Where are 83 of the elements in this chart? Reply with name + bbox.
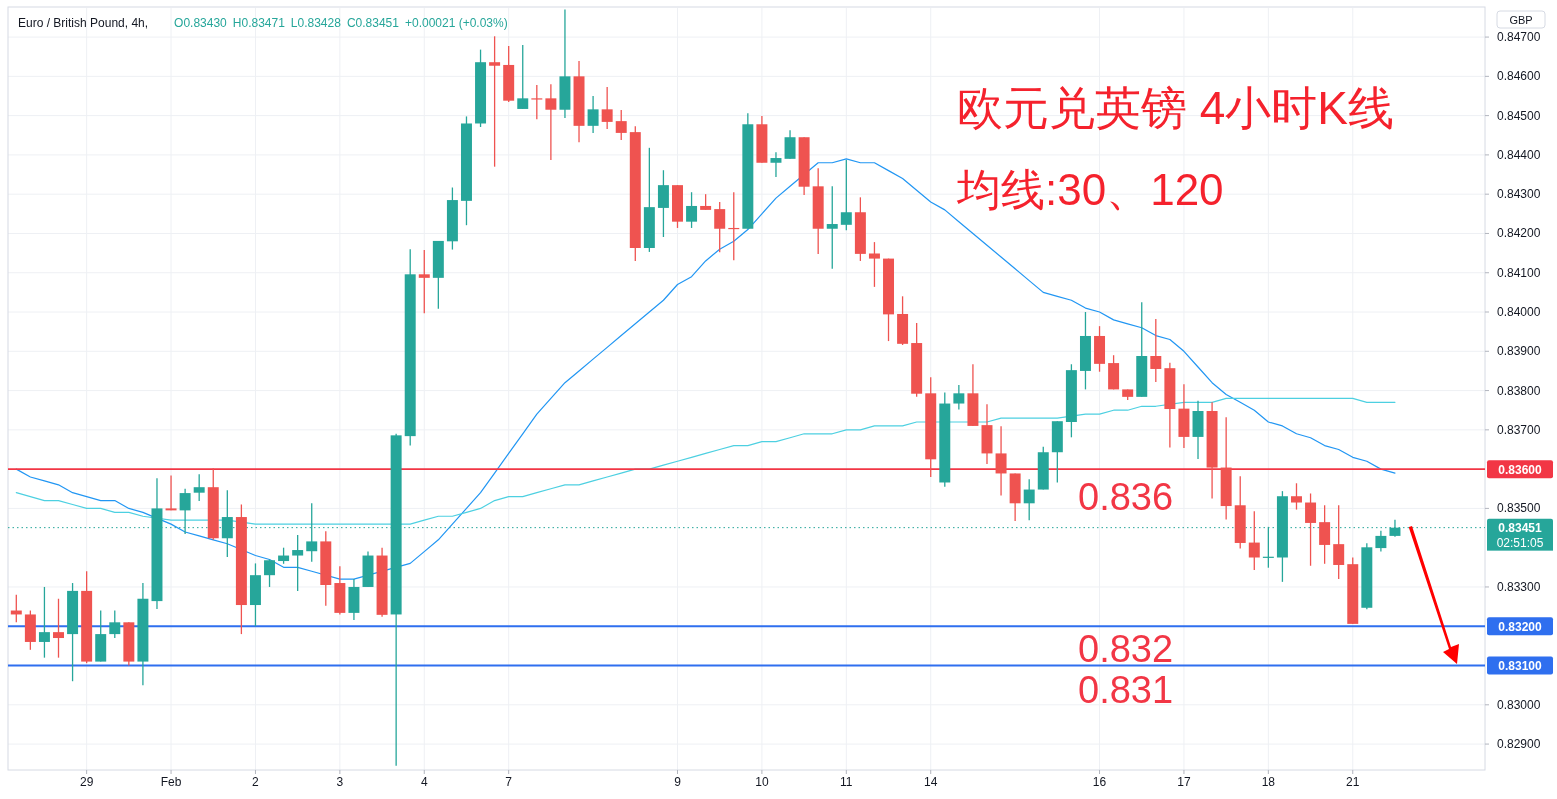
candlestick: [489, 35, 501, 168]
annotation: H0.83471: [232, 16, 286, 30]
candlestick: [545, 83, 557, 161]
y-tick-label: 0.84300: [1497, 187, 1541, 202]
x-tick-label: 29: [79, 775, 94, 789]
x-tick-label: 16: [1092, 775, 1107, 789]
y-tick-label: 0.84200: [1497, 226, 1541, 241]
y-tick-label: 0.83500: [1497, 501, 1541, 516]
y-tick-label: 0.84000: [1497, 305, 1541, 320]
x-tick-label: Feb: [160, 775, 182, 789]
candlestick: [517, 44, 529, 110]
candlestick: [615, 109, 627, 141]
candlestick: [1305, 492, 1317, 567]
y-axis-unit: GBP: [1496, 10, 1546, 29]
y-tick-label: 0.82900: [1497, 737, 1541, 752]
y-axis-title: GBP: [1509, 13, 1533, 26]
candlestick: [1150, 318, 1162, 383]
ref-line-label: 0.83451: [1498, 521, 1543, 536]
text: 均线:30、120: [956, 165, 1224, 214]
y-tick-label: 0.84500: [1497, 108, 1541, 123]
candlestick: [714, 201, 726, 253]
y-tick-label: 0.84700: [1497, 30, 1541, 45]
candlestick: [1023, 478, 1035, 521]
line-series: [15, 158, 1396, 580]
x-tick-label: 2: [252, 775, 260, 789]
candlestick: [953, 384, 965, 411]
candlestick: [1375, 530, 1387, 553]
candlestick: [193, 473, 205, 502]
annotation: 0.836: [1078, 476, 1174, 518]
candlestick: [221, 489, 233, 558]
y-tick-label: 0.83700: [1497, 422, 1541, 437]
x-tick-label: 4: [420, 775, 428, 789]
candlestick: [1319, 504, 1331, 565]
y-tick-label: 0.84400: [1497, 147, 1541, 162]
candlestick: [826, 185, 838, 270]
annotation: +0.00021 (+0.03%): [404, 16, 508, 30]
ref-line-label: 0.83200: [1498, 619, 1543, 634]
ref-line-label: 0.83600: [1498, 462, 1543, 477]
x-tick-label: 18: [1261, 775, 1276, 789]
candlestick: [38, 586, 50, 659]
annotation: Euro / British Pound, 4h,: [18, 16, 149, 30]
annotation: C0.83451: [346, 16, 400, 30]
candlestick: [179, 488, 191, 535]
annotation: 0.831: [1078, 669, 1174, 711]
candlestick: [601, 86, 613, 130]
candlestick: [418, 249, 430, 314]
annotation: O0.83430: [174, 16, 228, 30]
x-tick-label: 3: [336, 775, 344, 789]
ref-line-label: 0.83100: [1498, 659, 1543, 674]
candlestick: [657, 169, 669, 238]
candlestick: [109, 609, 121, 639]
candlestick: [840, 159, 852, 231]
candlestick: [165, 474, 177, 512]
candlestick: [264, 558, 276, 588]
annotation: L0.83428: [290, 16, 342, 30]
candlestick: [53, 598, 64, 659]
x-tick-label: 17: [1177, 775, 1191, 789]
x-tick-label: 7: [505, 775, 513, 789]
y-tick-label: 0.84100: [1497, 265, 1541, 280]
candlestick: [995, 425, 1007, 497]
x-tick-label: 10: [755, 775, 769, 789]
candlestick: [770, 151, 782, 178]
annotation: 0.832: [1078, 628, 1174, 670]
y-tick-label: 0.84600: [1497, 69, 1541, 84]
candlestick: [868, 241, 880, 288]
x-tick-label: 14: [924, 775, 938, 789]
y-tick-label: 0.83900: [1497, 344, 1541, 359]
x-tick-label: 9: [674, 775, 682, 789]
x-tick-label: 11: [840, 775, 853, 789]
y-tick-label: 0.83000: [1497, 697, 1541, 712]
y-tick-label: 0.83800: [1497, 383, 1541, 398]
candlestick: [587, 95, 599, 134]
candlestick: [784, 129, 796, 160]
candlestick: [1333, 504, 1345, 580]
candlestick: [1248, 510, 1260, 571]
candlestick: [292, 534, 304, 592]
candlestick: [531, 84, 543, 120]
y-tick-label: 0.83300: [1497, 579, 1541, 594]
candlestick: [306, 502, 318, 563]
text: 欧元兑英镑 4小时K线: [957, 82, 1395, 134]
x-tick-label: 21: [1346, 775, 1360, 789]
candlestick: [1291, 482, 1302, 511]
candlestick: [686, 191, 698, 229]
